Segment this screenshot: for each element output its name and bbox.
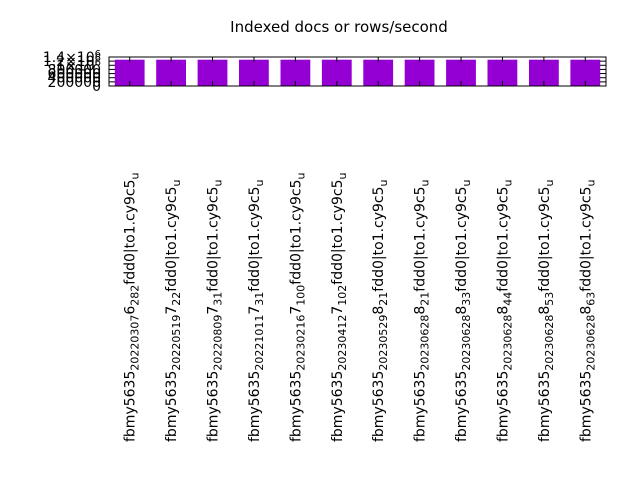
x-tick-label: fbmy563520230628853fdd0|to1.cy9c5u xyxy=(537,179,556,442)
x-tick-label: fbmy563520230628821fdd0|to1.cy9c5u xyxy=(413,179,432,442)
chart-title: Indexed docs or rows/second xyxy=(230,18,448,36)
y-tick-label: 200000 xyxy=(48,75,101,91)
y-tick-label: 400000 xyxy=(48,71,101,87)
y-tick-label: 1.2×106 xyxy=(43,53,101,70)
x-tick-label: fbmy563520230628863fdd0|to1.cy9c5u xyxy=(578,179,597,442)
x-tick-label: fbmy563520230529821fdd0|to1.cy9c5u xyxy=(371,179,390,442)
x-tick-label: fbmy5635202203076282fdd0|to1.cy9c5u xyxy=(123,172,142,442)
y-tick-label: 1.4×106 xyxy=(43,49,101,66)
y-tick-label: 600000 xyxy=(48,67,101,83)
plot-frame xyxy=(108,56,607,87)
y-tick-label: 800000 xyxy=(48,62,101,78)
x-axis: fbmy5635202203076282fdd0|to1.cy9c5u fbmy5… xyxy=(123,57,597,442)
x-tick-label: fbmy563520220809731fdd0|to1.cy9c5u xyxy=(206,179,225,442)
x-tick-label: fbmy563520221011731fdd0|to1.cy9c5u xyxy=(247,179,266,442)
bars-group xyxy=(114,59,601,86)
y-tick-label: 1×106 xyxy=(56,57,101,74)
x-tick-label: fbmy563520230628844fdd0|to1.cy9c5u xyxy=(495,179,514,442)
x-tick-label: fbmy563520230628833fdd0|to1.cy9c5u xyxy=(454,179,473,442)
y-tick-label: 0 xyxy=(92,79,101,95)
x-tick-label: fbmy563520220519722fdd0|to1.cy9c5u xyxy=(164,179,183,442)
x-tick-label: fbmy5635202302167100fdd0|to1.cy9c5u xyxy=(288,172,307,442)
y-axis: 02000004000006000008000001×1061.2×1061.4… xyxy=(43,49,606,95)
x-tick-label: fbmy5635202304127102fdd0|to1.cy9c5u xyxy=(330,172,349,442)
